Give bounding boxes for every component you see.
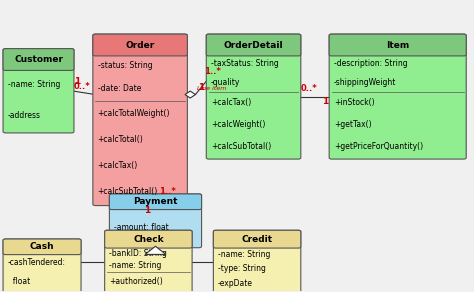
Text: float: float <box>8 277 30 286</box>
Text: 1..*: 1..* <box>159 187 176 196</box>
Text: -bankID: String: -bankID: String <box>109 248 167 258</box>
Text: -date: Date: -date: Date <box>98 84 141 93</box>
Text: -quality: -quality <box>211 78 240 87</box>
Text: +inStock(): +inStock() <box>334 98 374 107</box>
Text: -name: String: -name: String <box>109 261 162 270</box>
FancyBboxPatch shape <box>329 34 466 159</box>
FancyBboxPatch shape <box>213 230 301 292</box>
FancyBboxPatch shape <box>213 230 301 248</box>
Text: 0..*: 0..* <box>74 82 91 91</box>
FancyBboxPatch shape <box>329 34 466 56</box>
Text: 1: 1 <box>144 206 150 215</box>
Text: 0..*: 0..* <box>301 84 318 93</box>
Text: +calcTax(): +calcTax() <box>211 98 251 107</box>
FancyBboxPatch shape <box>105 230 192 248</box>
Text: Item: Item <box>386 41 410 50</box>
Text: -shippingWeight: -shippingWeight <box>334 78 396 87</box>
Text: +getTax(): +getTax() <box>334 120 372 129</box>
FancyBboxPatch shape <box>105 230 192 292</box>
Text: -expDate: -expDate <box>218 279 253 288</box>
Text: 1: 1 <box>198 83 204 92</box>
FancyBboxPatch shape <box>206 34 301 56</box>
FancyBboxPatch shape <box>3 49 74 133</box>
Text: OrderDetail: OrderDetail <box>224 41 283 50</box>
Text: Payment: Payment <box>133 197 178 206</box>
Text: -name: String: -name: String <box>218 250 271 259</box>
Text: +getPriceForQuantity(): +getPriceForQuantity() <box>334 142 423 151</box>
FancyBboxPatch shape <box>109 194 201 248</box>
Text: 1: 1 <box>322 97 328 106</box>
Text: +authorized(): +authorized() <box>109 277 163 286</box>
Text: +calcSubTotal(): +calcSubTotal() <box>211 142 271 151</box>
Polygon shape <box>185 91 195 98</box>
Text: Customer: Customer <box>14 55 63 64</box>
Text: -description: String: -description: String <box>334 59 408 68</box>
Text: -cashTendered:: -cashTendered: <box>8 258 66 267</box>
FancyBboxPatch shape <box>3 49 74 70</box>
FancyBboxPatch shape <box>3 239 81 292</box>
Text: +calcTotalWeight(): +calcTotalWeight() <box>98 109 170 118</box>
Text: +calcWeight(): +calcWeight() <box>211 120 265 129</box>
FancyBboxPatch shape <box>93 34 187 206</box>
Text: -amount: float: -amount: float <box>114 223 169 232</box>
Text: -address: -address <box>8 111 41 120</box>
Text: 1: 1 <box>74 77 80 86</box>
Text: Cash: Cash <box>30 242 55 251</box>
Text: +calcTax(): +calcTax() <box>98 161 138 170</box>
FancyBboxPatch shape <box>93 34 187 56</box>
Text: Check: Check <box>133 235 164 244</box>
FancyBboxPatch shape <box>206 34 301 159</box>
FancyBboxPatch shape <box>3 239 81 255</box>
Text: -taxStatus: String: -taxStatus: String <box>211 59 279 68</box>
Polygon shape <box>145 246 166 254</box>
Text: -type: String: -type: String <box>218 265 266 274</box>
Text: Line item: Line item <box>197 86 227 91</box>
Text: -name: String: -name: String <box>8 80 60 89</box>
Text: +calcTotal(): +calcTotal() <box>98 135 143 144</box>
Text: 1..*: 1..* <box>204 67 221 76</box>
Text: +calcSubTotal(): +calcSubTotal() <box>98 187 158 196</box>
Text: Credit: Credit <box>242 235 273 244</box>
FancyBboxPatch shape <box>109 194 201 210</box>
Text: Order: Order <box>126 41 155 50</box>
Text: -status: String: -status: String <box>98 62 152 70</box>
